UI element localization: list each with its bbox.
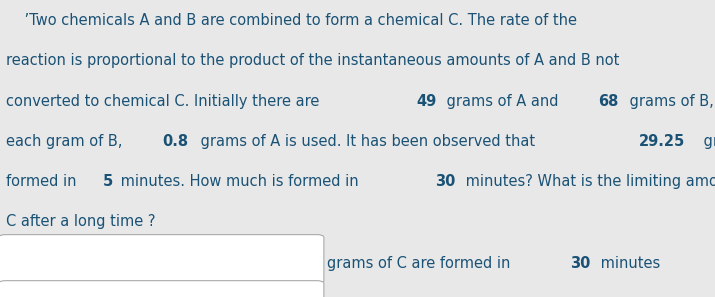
Text: converted to chemical C. Initially there are: converted to chemical C. Initially there… xyxy=(6,94,324,109)
FancyBboxPatch shape xyxy=(0,235,324,284)
Text: minutes: minutes xyxy=(596,256,661,271)
Text: 30: 30 xyxy=(570,256,591,271)
Text: 68: 68 xyxy=(598,94,619,109)
Text: C after a long time ?: C after a long time ? xyxy=(6,214,155,229)
Text: minutes? What is the limiting amount of: minutes? What is the limiting amount of xyxy=(461,174,715,189)
Text: 49: 49 xyxy=(416,94,436,109)
Text: ’Two chemicals A and B are combined to form a chemical C. The rate of the: ’Two chemicals A and B are combined to f… xyxy=(6,13,577,29)
Text: 30: 30 xyxy=(435,174,455,189)
Text: each gram of B,: each gram of B, xyxy=(6,134,127,149)
Text: grams of A and: grams of A and xyxy=(442,94,563,109)
Text: 0.8: 0.8 xyxy=(162,134,188,149)
Text: grams of A is used. It has been observed that: grams of A is used. It has been observed… xyxy=(196,134,539,149)
Text: minutes. How much is formed in: minutes. How much is formed in xyxy=(116,174,363,189)
Text: grams of C is: grams of C is xyxy=(699,134,715,149)
Text: formed in: formed in xyxy=(6,174,81,189)
Text: grams of C are formed in: grams of C are formed in xyxy=(327,256,516,271)
Text: grams of B, and for: grams of B, and for xyxy=(625,94,715,109)
Text: 5: 5 xyxy=(103,174,113,189)
Text: 29.25: 29.25 xyxy=(639,134,686,149)
Text: reaction is proportional to the product of the instantaneous amounts of A and B : reaction is proportional to the product … xyxy=(6,53,619,69)
FancyBboxPatch shape xyxy=(0,281,324,297)
